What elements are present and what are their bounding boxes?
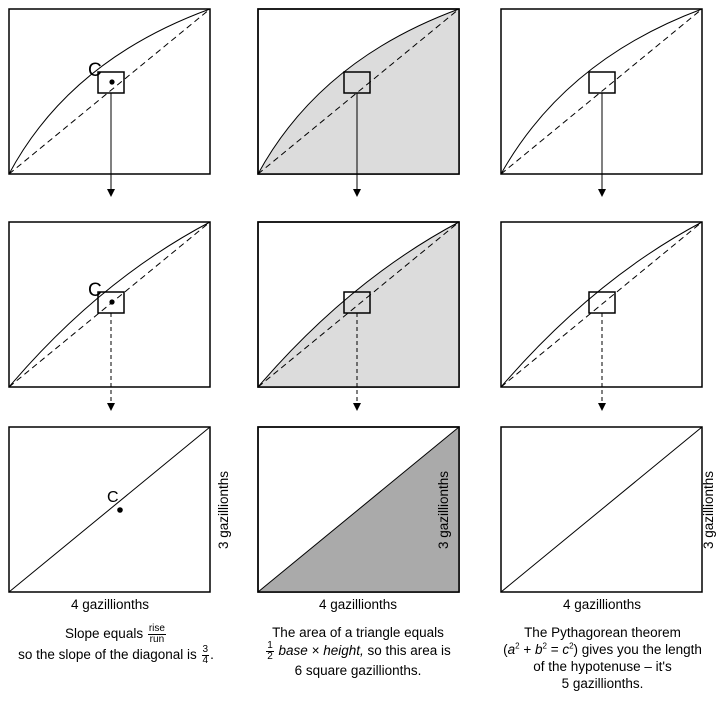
pythagoras-caption-line4: 5 gazillionths. bbox=[561, 676, 644, 691]
rise-over-run: rise run bbox=[147, 623, 166, 645]
frac-den: run bbox=[149, 634, 165, 645]
frac-den: 4 bbox=[202, 655, 209, 666]
eq-exp: 2 bbox=[515, 641, 520, 651]
period: . bbox=[210, 647, 214, 663]
point-c bbox=[109, 79, 115, 85]
point-c bbox=[109, 299, 115, 305]
point-c-label: C bbox=[88, 280, 102, 301]
area-caption-line1: The area of a triangle equals bbox=[272, 625, 444, 640]
height-label: 3 gazillionths bbox=[701, 471, 716, 549]
height-label: 3 gazillionths bbox=[216, 471, 231, 549]
width-label: 4 gazillionths bbox=[563, 597, 641, 612]
panel-2-top bbox=[257, 8, 460, 175]
width-label: 4 gazillionths bbox=[319, 597, 397, 612]
pythagoras-caption-line2: gives you the length bbox=[581, 642, 702, 657]
height-label: 3 gazillionths bbox=[436, 471, 451, 549]
pythagoras-caption: The Pythagorean theorem (a2 + b2 = c2) g… bbox=[486, 624, 719, 692]
panel-3-mid bbox=[500, 221, 703, 388]
slope-caption-line2: so the slope of the diagonal is bbox=[18, 647, 197, 663]
width-label: 4 gazillionths bbox=[71, 597, 149, 612]
point-c-label: C bbox=[88, 60, 102, 81]
panel-1-bottom: C 3 gazillionths bbox=[8, 426, 231, 593]
eq-b: b bbox=[534, 642, 543, 657]
eq-exp: 2 bbox=[542, 641, 547, 651]
point-c-label: C bbox=[107, 489, 119, 506]
point-c bbox=[117, 507, 123, 513]
eq-a: a bbox=[507, 642, 516, 657]
eq-exp: 2 bbox=[569, 641, 574, 651]
panel-1-mid: C bbox=[8, 221, 211, 388]
pythagoras-caption-line3: of the hypotenuse – it's bbox=[533, 659, 672, 674]
frac-den: 2 bbox=[267, 651, 273, 662]
area-caption-line2: so this area is bbox=[367, 643, 451, 659]
area-caption-line3: 6 square gazillionths. bbox=[294, 663, 422, 678]
chord bbox=[8, 8, 211, 175]
area-formula: base × height, bbox=[278, 643, 364, 659]
eq-c: c bbox=[562, 642, 570, 657]
panel-1-top: C bbox=[8, 8, 211, 175]
curve bbox=[8, 8, 211, 175]
frac-num: 3 bbox=[201, 644, 210, 656]
slope-caption-prefix: Slope equals bbox=[65, 626, 144, 642]
pythagoras-caption-line1: The Pythagorean theorem bbox=[524, 625, 681, 640]
panel-3-bottom: 3 gazillionths bbox=[500, 426, 716, 593]
panel-2-mid bbox=[257, 221, 460, 388]
frac-num: 1 bbox=[266, 640, 274, 652]
panel-2-bottom: 3 gazillionths bbox=[257, 426, 460, 593]
slope-caption: Slope equals rise run so the slope of the… bbox=[0, 624, 232, 666]
frac-num: rise bbox=[147, 623, 166, 635]
